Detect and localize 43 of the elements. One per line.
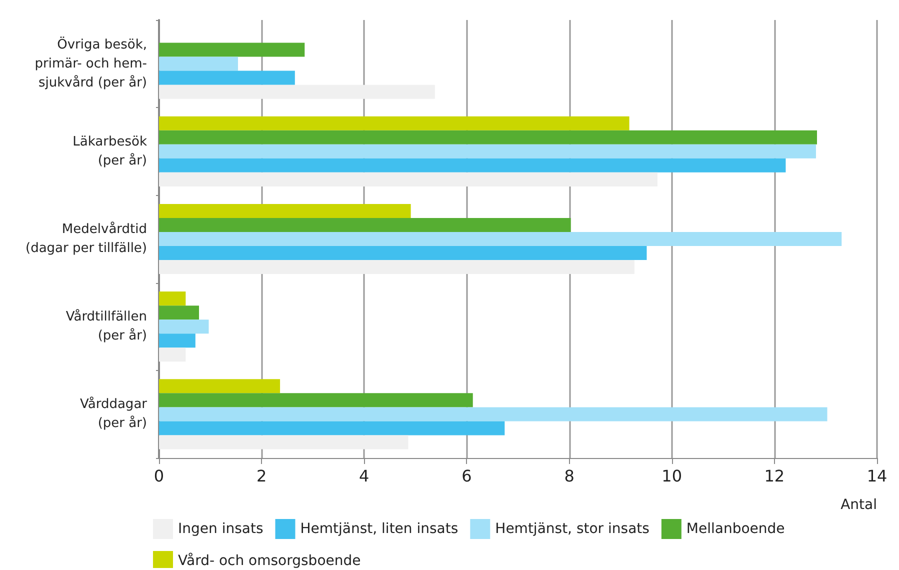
bar	[159, 334, 196, 348]
bar	[159, 232, 842, 246]
y-tick-label: Övriga besök, primär- och hem- sjukvård (per år)	[34, 36, 148, 90]
bar	[159, 379, 280, 394]
x-tick-label: 4	[359, 466, 370, 486]
bar	[159, 42, 305, 57]
x-tick-label: 14	[866, 466, 888, 486]
bar	[159, 421, 505, 436]
legend-label: Ingen insats	[178, 521, 264, 537]
legend-label: Vård- och omsorgsboende	[178, 552, 361, 569]
x-tick-label: 12	[764, 466, 785, 486]
bar	[159, 218, 571, 232]
legend-label: Hemtjänst, stor insats	[495, 521, 650, 537]
bar	[159, 292, 186, 306]
bar	[159, 204, 411, 218]
bar	[159, 56, 238, 71]
x-tick-label: 0	[154, 466, 164, 486]
y-tick-label: Medelvårdtid (dagar per tillfälle)	[26, 221, 147, 256]
y-tick-label: Vårdtillfällen (per år)	[66, 308, 147, 344]
x-tick-label: 6	[462, 466, 472, 486]
bar	[159, 130, 817, 144]
x-tick-label: 8	[564, 466, 574, 486]
bar	[159, 260, 634, 274]
x-tick-label: 10	[662, 466, 682, 486]
legend-label: Hemtjänst, liten insats	[300, 521, 458, 537]
bar	[159, 158, 786, 172]
bar	[159, 246, 647, 260]
x-tick-label: 2	[256, 466, 267, 486]
bar	[159, 70, 295, 85]
bar	[159, 84, 435, 99]
bar	[159, 144, 816, 158]
bar	[159, 435, 408, 450]
bar	[159, 320, 209, 334]
bar	[159, 116, 630, 130]
y-tick-label: Vårddagar (per år)	[80, 396, 148, 432]
legend-label: Mellanboende	[686, 521, 785, 537]
x-axis-title: Antal	[840, 497, 877, 513]
bar	[159, 348, 186, 362]
bar	[159, 306, 200, 320]
bar	[159, 393, 473, 408]
bar	[159, 407, 828, 422]
bar	[159, 172, 658, 186]
y-tick-label: Läkarbesök (per år)	[72, 134, 148, 168]
